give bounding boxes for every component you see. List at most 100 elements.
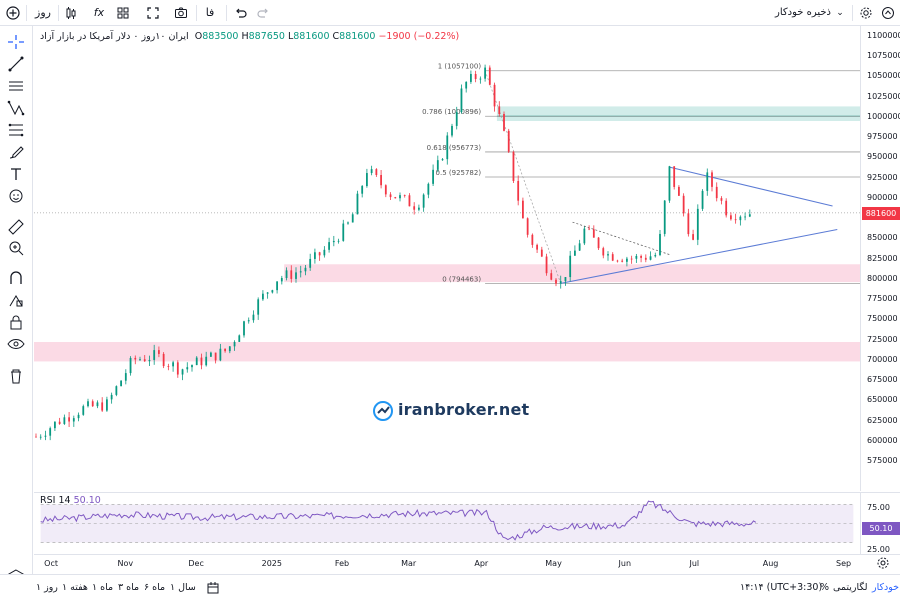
fullscreen-icon[interactable] <box>144 3 162 23</box>
publish-icon[interactable] <box>880 3 896 23</box>
candle-body <box>408 195 411 207</box>
candle-body <box>564 277 567 282</box>
time-tick: Mar <box>401 559 417 568</box>
camera-icon[interactable] <box>172 3 190 23</box>
templates-icon[interactable] <box>114 3 132 23</box>
candle-body <box>148 359 151 362</box>
candle-body <box>96 402 99 407</box>
horizontal-lines-icon[interactable] <box>5 76 27 96</box>
range-1w[interactable]: هفته ۱ <box>62 582 88 593</box>
range-3m[interactable]: ماه ۳ <box>118 582 140 593</box>
crosshair-icon[interactable] <box>5 32 27 52</box>
chevron-down-icon[interactable]: ⌄ <box>836 8 844 18</box>
brush-icon[interactable] <box>5 142 27 162</box>
candle-body <box>436 160 439 170</box>
candle-body <box>380 175 382 186</box>
candle-body <box>228 346 231 352</box>
time-tick: Apr <box>474 559 489 568</box>
candle-body <box>583 228 586 244</box>
candle-body <box>578 243 581 251</box>
candle-body <box>77 414 80 419</box>
candle-body <box>342 223 345 241</box>
trash-icon[interactable] <box>5 366 27 386</box>
candle-body <box>588 228 590 230</box>
candle-body <box>271 290 274 293</box>
symbol-title[interactable]: ایران ۱۰روز ۰ دلار آمریکا در بازار آزاد <box>40 31 189 42</box>
candle-body <box>451 125 453 136</box>
candle-body <box>649 256 652 260</box>
rsi-pane[interactable] <box>34 492 860 554</box>
indicators-button[interactable]: fx <box>93 6 105 19</box>
autosave-label[interactable]: ذخیره خودکار <box>774 7 832 18</box>
candle-body <box>205 356 208 366</box>
candle-body <box>332 240 335 243</box>
rsi-scale[interactable]: 75.00 25.00 <box>860 492 900 554</box>
price-scale[interactable]: 1100000 1075000 1050000 1025000 1000000 97500… <box>860 26 900 491</box>
emoji-icon[interactable] <box>5 186 27 206</box>
price-tick: 675000 <box>867 375 898 385</box>
candle-body <box>54 421 56 429</box>
percent-toggle[interactable]: % <box>820 582 830 593</box>
candle-body <box>290 270 293 279</box>
time-tick: 2025 <box>261 559 282 568</box>
chart-legend: ایران ۱۰روز ۰ دلار آمریکا در بازار آزاد … <box>40 31 459 42</box>
clock-time[interactable]: ۱۴:۱۴ (UTC+3:30) <box>740 582 823 593</box>
candle-body <box>512 151 515 181</box>
add-symbol-icon[interactable] <box>4 3 22 23</box>
compare-button[interactable]: فا <box>205 6 215 19</box>
price-tick: 1025000 <box>867 91 900 101</box>
range-6m[interactable]: ماه ۶ <box>144 582 166 593</box>
ruler-icon[interactable] <box>5 216 27 236</box>
interval-button[interactable]: روز <box>35 6 51 19</box>
redo-icon[interactable] <box>256 3 272 23</box>
eye-icon[interactable] <box>5 334 27 354</box>
zoom-in-icon[interactable] <box>5 238 27 258</box>
zone-box <box>496 106 860 121</box>
price-tick: 1000000 <box>867 111 900 121</box>
candles-icon[interactable] <box>62 3 80 23</box>
price-chart[interactable]: 1 (1057100) 0.786 (1000896) 0.618 (956773)… <box>34 26 860 491</box>
candle-body <box>351 214 354 223</box>
date-range-icon[interactable] <box>206 581 220 598</box>
change-value: −1900 (−0.22%) <box>378 31 460 42</box>
log-toggle[interactable]: لگاریتمی <box>833 582 868 593</box>
candle-body <box>739 216 742 221</box>
time-axis[interactable]: Oct Nov Dec 2025 Feb Mar Apr May Jun Jul Aug Sep <box>34 554 900 574</box>
lock-icon[interactable] <box>5 312 27 332</box>
auto-toggle[interactable]: خودکار <box>872 582 900 593</box>
candle-body <box>262 293 264 300</box>
candle-body <box>465 81 468 89</box>
candle-body <box>602 248 605 256</box>
price-tick: 725000 <box>867 334 898 344</box>
range-1y[interactable]: سال ۱ <box>170 582 196 593</box>
candle-body <box>517 180 520 201</box>
trendline-upper <box>669 166 833 207</box>
settings-gear-icon[interactable] <box>858 3 874 23</box>
candle-body <box>309 258 312 268</box>
axis-settings-icon[interactable] <box>876 556 890 573</box>
candle-body <box>328 242 330 250</box>
candle-body <box>72 418 75 422</box>
candle-body <box>659 233 661 256</box>
candle-body <box>87 401 89 407</box>
pattern-icon[interactable] <box>5 98 27 118</box>
magnet-icon[interactable] <box>5 268 27 288</box>
candle-body <box>394 197 397 199</box>
fib-retracement-icon[interactable] <box>5 120 27 140</box>
text-icon[interactable] <box>5 164 27 184</box>
undo-icon[interactable] <box>232 3 248 23</box>
candle-body <box>550 273 553 280</box>
lock-drawing-icon[interactable] <box>5 290 27 310</box>
candle-body <box>748 214 751 217</box>
candle-body <box>139 359 141 361</box>
candle-body <box>176 362 179 375</box>
range-1d[interactable]: روز ۱ <box>36 582 58 593</box>
candle-body <box>730 215 732 220</box>
trend-line-icon[interactable] <box>5 54 27 74</box>
candle-body <box>361 186 364 194</box>
range-1m[interactable]: ماه ۱ <box>92 582 114 593</box>
candle-body <box>592 229 595 238</box>
candle-body <box>91 401 94 407</box>
candle-body <box>172 362 174 367</box>
low-label: L <box>287 31 294 42</box>
